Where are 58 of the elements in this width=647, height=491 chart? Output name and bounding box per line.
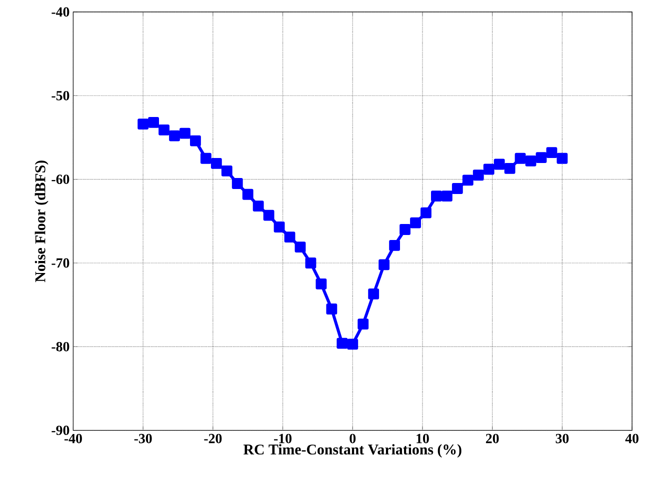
point bbox=[180, 128, 190, 139]
point bbox=[274, 222, 285, 232]
point bbox=[410, 217, 421, 228]
point bbox=[210, 158, 222, 169]
point bbox=[326, 304, 338, 314]
point bbox=[536, 152, 547, 163]
y-tick-label: -60 bbox=[52, 174, 70, 184]
x-tick-label: -40 bbox=[64, 434, 82, 444]
point bbox=[504, 162, 516, 174]
point bbox=[389, 240, 400, 251]
point bbox=[190, 135, 201, 146]
point bbox=[368, 288, 380, 300]
point bbox=[514, 152, 526, 164]
point bbox=[358, 318, 369, 330]
y-tick-label: -50 bbox=[52, 90, 70, 100]
point bbox=[284, 232, 296, 242]
point bbox=[221, 165, 232, 176]
x-tick-label: -20 bbox=[204, 434, 222, 444]
point bbox=[169, 130, 180, 142]
point bbox=[242, 188, 254, 200]
point bbox=[472, 170, 484, 181]
point bbox=[400, 224, 410, 235]
y-tick-label: -90 bbox=[52, 426, 70, 435]
point bbox=[347, 338, 358, 350]
point bbox=[138, 118, 149, 130]
point bbox=[158, 124, 170, 136]
point bbox=[494, 158, 505, 170]
point bbox=[148, 116, 159, 128]
y-axis-title: Noise Floor (dBFS) bbox=[34, 160, 48, 282]
point bbox=[556, 152, 568, 164]
x-tick-label: 30 bbox=[556, 434, 569, 444]
point bbox=[232, 178, 243, 189]
point bbox=[263, 210, 274, 221]
x-tick-label: 40 bbox=[625, 434, 638, 444]
point bbox=[462, 174, 474, 186]
point bbox=[200, 152, 212, 164]
point bbox=[316, 278, 327, 290]
point bbox=[336, 338, 348, 349]
x-tick-label: 10 bbox=[416, 434, 429, 444]
point bbox=[441, 190, 452, 202]
x-axis-title: RC Time-Constant Variations (%) bbox=[244, 444, 462, 458]
point bbox=[378, 259, 390, 270]
point bbox=[483, 164, 494, 175]
x-tick-label: 20 bbox=[486, 434, 499, 444]
x-tick-label: -30 bbox=[134, 434, 152, 444]
y-tick-label: -70 bbox=[52, 258, 70, 268]
point bbox=[305, 257, 316, 268]
point bbox=[252, 200, 264, 212]
point bbox=[294, 242, 306, 253]
x-tick-label: 0 bbox=[350, 434, 356, 444]
y-tick-label: -40 bbox=[52, 7, 70, 17]
point bbox=[525, 155, 536, 166]
point bbox=[431, 190, 442, 202]
point bbox=[546, 147, 558, 158]
point bbox=[452, 183, 463, 194]
x-tick-label: -10 bbox=[274, 434, 292, 444]
y-tick-label: -80 bbox=[52, 342, 70, 352]
point bbox=[420, 207, 432, 218]
